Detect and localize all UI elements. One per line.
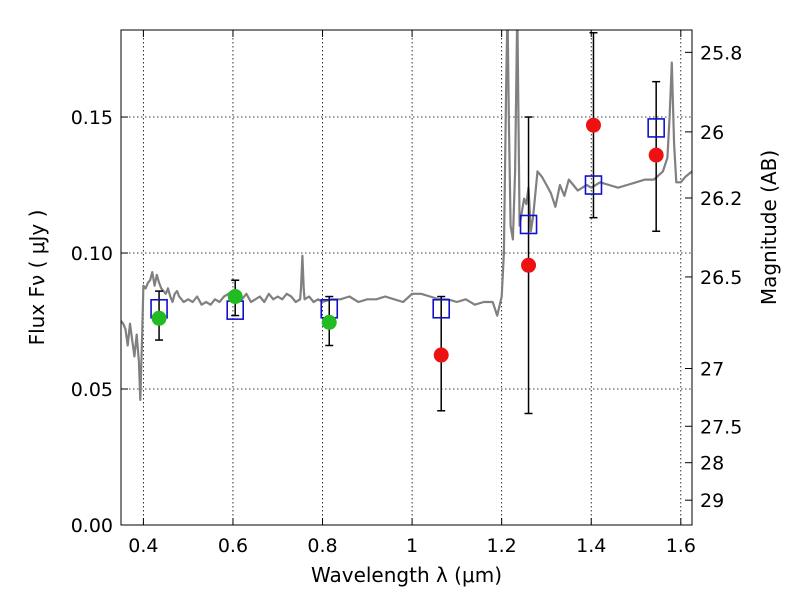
red-data-point — [585, 117, 601, 133]
green-data-point — [151, 310, 167, 326]
plot-frame — [120, 29, 693, 526]
y-tick-label: 0.15 — [71, 107, 113, 129]
model-photometry-square — [519, 214, 538, 235]
mag-tick-label: 29 — [700, 490, 724, 512]
ticks: 0.4 0.6 0.8 1 1.2 1.4 1.6 0.00 0.05 0.10 0.15 25.8 2… — [71, 30, 742, 557]
grid — [121, 30, 692, 525]
mag-tick-label: 28 — [700, 453, 724, 475]
red-data-point — [433, 347, 449, 363]
mag-tick-label: 26.2 — [700, 188, 742, 210]
model-photometry-square — [432, 298, 451, 319]
green-data-point — [321, 314, 337, 330]
x-tick-label: 1 — [406, 535, 418, 557]
mag-tick-label: 27 — [700, 358, 724, 380]
model-spectrum-line — [121, 30, 692, 401]
y2-axis-title: Magnitude (AB) — [757, 150, 781, 305]
red-data-point — [648, 147, 664, 163]
mag-tick-label: 27.5 — [700, 416, 742, 438]
mag-tick-label: 26.5 — [700, 267, 742, 289]
y-tick-label: 0.10 — [71, 243, 113, 265]
x-tick-label: 1.6 — [666, 535, 696, 557]
y-tick-label: 0.05 — [71, 379, 113, 401]
x-tick-label: 1.4 — [576, 535, 606, 557]
y-tick-label: 0.00 — [71, 515, 113, 537]
x-axis-title: Wavelength λ (μm) — [311, 563, 502, 587]
x-tick-label: 0.8 — [307, 535, 337, 557]
model-photometry-square — [647, 118, 665, 138]
model-photometry-square — [584, 175, 603, 195]
x-tick-label: 0.6 — [218, 535, 248, 557]
green-data-point — [227, 289, 243, 305]
plot-area — [121, 30, 692, 415]
x-tick-label: 0.4 — [128, 535, 158, 557]
mag-tick-label: 25.8 — [700, 42, 742, 64]
mag-tick-label: 26 — [700, 122, 724, 144]
y-axis-title: Flux Fν ( μJy ) — [25, 210, 49, 346]
x-tick-label: 1.2 — [487, 535, 517, 557]
red-data-point — [521, 257, 537, 273]
